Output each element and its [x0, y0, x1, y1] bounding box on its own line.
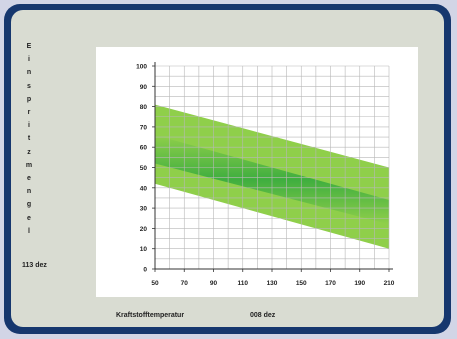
x-tick-label: 210 — [384, 280, 395, 287]
y-axis-label-letter: E — [26, 43, 32, 50]
y-axis-label-letter: g — [26, 201, 32, 209]
y-axis-label-letter: e — [27, 214, 31, 222]
x-tick-label: 70 — [181, 280, 189, 287]
y-tick-label: 10 — [140, 246, 148, 253]
y-tick-label: 50 — [140, 165, 148, 172]
y-axis-label-letter: m — [25, 161, 33, 169]
y-tick-label: 30 — [140, 206, 148, 213]
y-axis-label-letter: e — [27, 175, 31, 183]
x-tick-label: 110 — [238, 280, 249, 287]
y-tick-label: 80 — [140, 104, 148, 111]
y-axis-label-letter: i — [28, 122, 30, 130]
y-tick-label: 60 — [140, 145, 148, 152]
x-tick-label: 150 — [296, 280, 307, 287]
y-axis-label-letter: r — [27, 109, 31, 117]
x-readout: 008 dez — [250, 312, 276, 319]
x-tick-label: 50 — [151, 280, 159, 287]
x-tick-label: 190 — [354, 280, 365, 287]
y-axis-label-letter: p — [26, 95, 32, 103]
y-axis-label-letter: n — [26, 69, 32, 77]
x-tick-label: 130 — [267, 280, 278, 287]
x-tick-label: 90 — [210, 280, 218, 287]
y-axis-label-letter: n — [26, 188, 32, 196]
y-axis-label-letter: l — [28, 227, 30, 235]
y-tick-label: 20 — [140, 226, 148, 233]
y-readout: 113 dez — [22, 262, 47, 269]
y-tick-label: 100 — [136, 64, 147, 71]
y-axis-label-letter: z — [27, 148, 31, 156]
y-axis-label-letter: s — [27, 82, 31, 90]
y-tick-label: 90 — [140, 84, 148, 91]
y-tick-label: 70 — [140, 124, 148, 131]
y-tick-label: 0 — [143, 267, 147, 274]
y-axis-label-letter: t — [27, 135, 31, 143]
x-axis-label: Kraftstofftemperatur — [116, 312, 185, 319]
y-tick-label: 40 — [140, 185, 148, 192]
x-tick-label: 170 — [325, 280, 336, 287]
y-axis-label-letter: i — [28, 56, 30, 64]
